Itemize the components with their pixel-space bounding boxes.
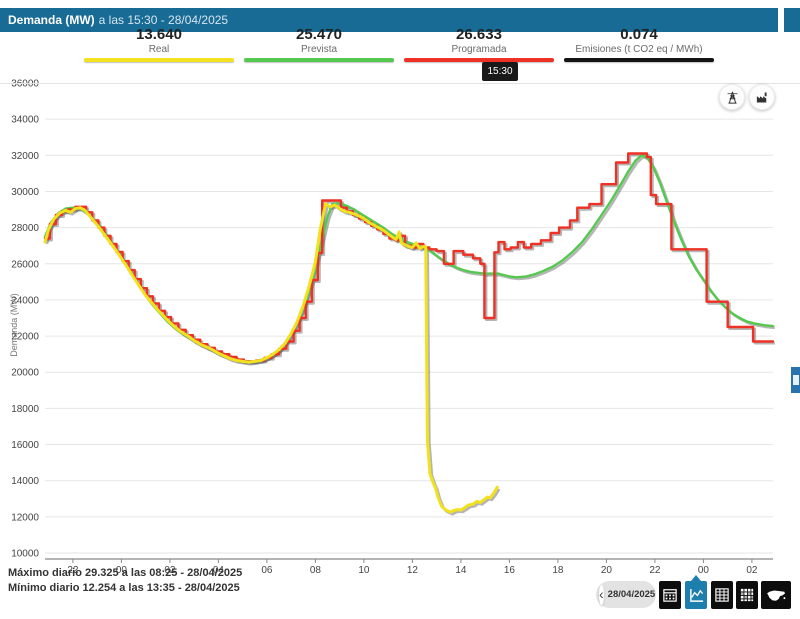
legend-item-prevista: 25.470 Prevista [244,26,394,62]
page-title-time: a las 15:30 - 28/04/2025 [98,13,229,27]
svg-text:30000: 30000 [11,187,39,198]
header-fragment [784,8,800,32]
svg-text:12: 12 [407,565,419,576]
svg-text:28000: 28000 [11,223,39,234]
legend-bar-prevista [244,58,394,62]
data-grid-icon [740,588,754,602]
svg-text:14: 14 [455,565,467,576]
legend-value-prevista: 25.470 [296,26,342,43]
svg-text:10: 10 [358,565,370,576]
daily-min-text: Mínimo diario 12.254 a las 13:35 - 28/04… [8,582,240,594]
svg-text:14000: 14000 [11,476,39,487]
legend-item-real: 13.640 Real [84,26,234,62]
svg-text:16: 16 [504,565,516,576]
svg-text:22: 22 [649,565,661,576]
factory-icon [756,92,767,102]
svg-text:06: 06 [261,565,273,576]
legend-item-programada: 26.633 Programada [404,26,554,62]
y-axis-title: Demanda (MW) [9,293,19,357]
svg-text:16000: 16000 [11,440,39,451]
daily-max-text: Máximo diario 29.325 a las 08:25 - 28/04… [8,567,243,579]
calendar-icon [663,589,677,602]
legend-item-emisiones: 0.074 Emisiones (t CO2 eq / MWh) [564,26,714,62]
legend-label-prevista: Prevista [300,44,338,55]
page-title: Demanda (MW) [8,13,95,27]
line-chart-icon [689,588,703,602]
side-panel-glyph [793,375,799,385]
svg-text:00: 00 [698,565,710,576]
spain-map-icon [767,590,786,601]
svg-text:20: 20 [601,565,613,576]
svg-text:24000: 24000 [11,295,39,306]
svg-text:22000: 22000 [11,332,39,343]
svg-text:34000: 34000 [11,115,39,126]
svg-text:02: 02 [746,565,758,576]
data-grid-view-button[interactable] [736,581,758,609]
transmission-view-button[interactable] [719,84,745,110]
table-view-button[interactable] [711,581,733,609]
time-tooltip: 15:30 [482,62,518,81]
legend-value-real: 13.640 [136,26,182,43]
line-chart-view-button[interactable] [685,581,707,609]
svg-text:04: 04 [213,565,225,576]
legend-value-programada: 26.633 [456,26,502,43]
svg-text:22: 22 [67,565,79,576]
spain-map-view-button[interactable] [761,581,791,609]
side-panel-fragment[interactable] [791,367,800,393]
legend-label-real: Real [148,44,170,55]
window-titlebar: Demanda (MW) a las 15:30 - 28/04/2025 [0,8,778,32]
svg-text:18: 18 [552,565,564,576]
calendar-view-button[interactable] [659,581,681,609]
svg-text:02: 02 [164,565,176,576]
pylon-icon [727,91,737,104]
svg-text:00: 00 [116,565,128,576]
svg-text:10000: 10000 [11,549,39,560]
legend-bar-real [84,58,234,62]
svg-text:18000: 18000 [11,404,39,415]
active-view-pointer [691,575,701,581]
svg-text:20000: 20000 [11,368,39,379]
legend-bar-programada [404,58,554,62]
svg-text:08: 08 [310,565,322,576]
svg-text:12000: 12000 [11,512,39,523]
table-icon [715,588,729,602]
legend: 13.640 Real 25.470 Prevista 26.633 Progr… [84,26,714,62]
svg-text:36000: 36000 [11,79,39,90]
plot-top-separator [0,83,800,84]
legend-label-emisiones: Emisiones (t CO2 eq / MWh) [575,44,703,55]
previous-day-button[interactable]: ‹ [599,584,604,605]
date-selector[interactable]: ‹ 28/04/2025 [596,581,656,608]
selected-date: 28/04/2025 [607,589,656,600]
svg-text:32000: 32000 [11,151,39,162]
legend-value-emisiones: 0.074 [620,26,658,43]
legend-bar-emisiones [564,58,714,62]
legend-label-programada: Programada [451,44,507,55]
generation-view-button[interactable] [749,84,775,110]
svg-text:26000: 26000 [11,259,39,270]
